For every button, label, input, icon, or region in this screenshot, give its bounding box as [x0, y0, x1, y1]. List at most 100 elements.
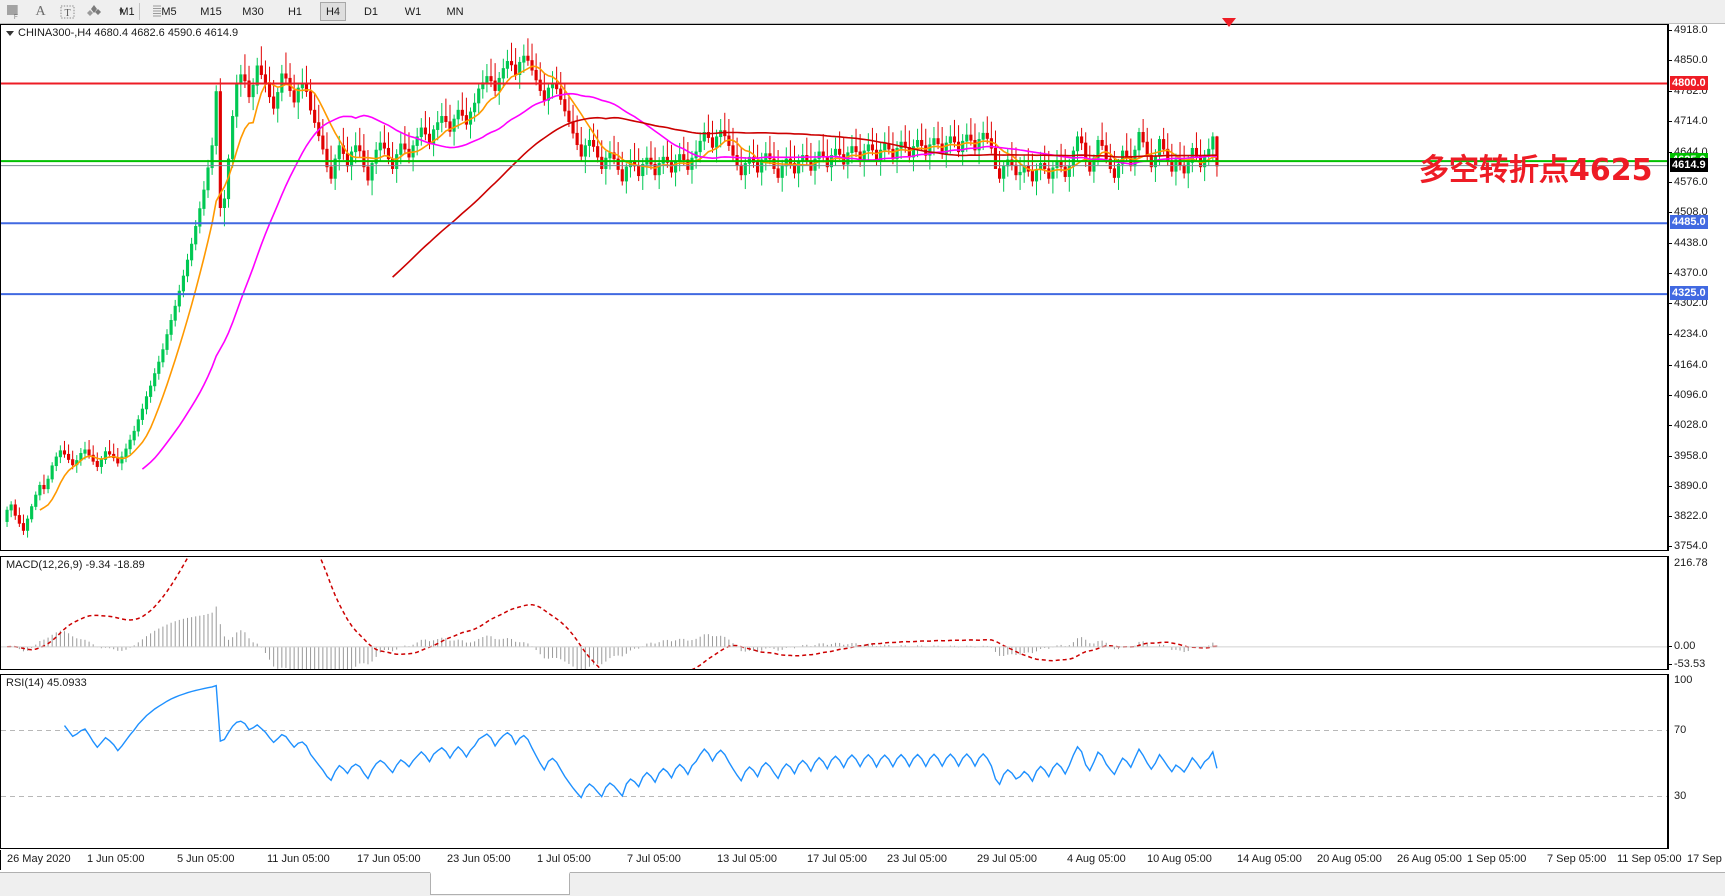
- price-tick-label: 4850.0: [1674, 54, 1708, 67]
- time-tick-label: 23 Jul 05:00: [887, 853, 947, 865]
- symbol-info-label: CHINA300-,H4 4680.4 4682.6 4590.6 4614.9: [6, 27, 238, 39]
- price-tick: [1668, 364, 1672, 366]
- timeframe-m1[interactable]: M1: [119, 5, 135, 18]
- main-chart-panel[interactable]: CHINA300-,H4 4680.4 4682.6 4590.6 4614.9…: [0, 24, 1668, 551]
- macd-tick: [1668, 645, 1672, 647]
- rsi-panel[interactable]: RSI(14) 45.0933: [0, 674, 1668, 849]
- time-tick-label: 1 Jul 05:00: [537, 853, 591, 865]
- macd-tick-label: 0.00: [1674, 639, 1696, 652]
- rsi-line: [63, 684, 1218, 799]
- macd-signal-line: [7, 557, 1217, 669]
- support-tag-4485[interactable]: 4485.0: [1670, 215, 1708, 230]
- price-axis[interactable]: 4918.0 4850.0 4782.0 4714.0 4644.0 4576.0 4508…: [1668, 24, 1725, 553]
- price-tick: [1668, 243, 1672, 245]
- price-tick-label: 4370.0: [1674, 267, 1708, 280]
- svg-text:F: F: [14, 15, 18, 19]
- support-tag-4325[interactable]: 4325.0: [1670, 286, 1708, 301]
- price-tick-label: 4714.0: [1674, 114, 1708, 127]
- price-tick-label: 4028.0: [1674, 418, 1708, 431]
- ma-mid-line: [141, 92, 1218, 470]
- objects-dropdown-icon[interactable]: ▼: [108, 1, 135, 22]
- macd-axis: 216.78 0.00 -53.53: [1668, 556, 1725, 670]
- macd-panel[interactable]: MACD(12,26,9) -9.34 -18.89: [0, 556, 1668, 670]
- time-axis[interactable]: 26 May 2020 1 Jun 05:00 5 Jun 05:00 11 Jun …: [0, 850, 1725, 870]
- chart-top-marker: [1222, 18, 1236, 27]
- price-tick: [1668, 486, 1672, 488]
- timeframe-group-icon: [144, 1, 171, 22]
- price-tick: [1668, 394, 1672, 396]
- toolbar: F A T ▼: [0, 0, 1725, 24]
- price-tick-label: 3958.0: [1674, 449, 1708, 462]
- price-tick: [1668, 333, 1672, 335]
- time-tick-label: 5 Jun 05:00: [177, 853, 235, 865]
- chevron-down-icon: ▼: [117, 7, 126, 16]
- price-tick: [1668, 424, 1672, 426]
- time-tick-label: 1 Sep 05:00: [1467, 853, 1527, 865]
- time-tick-label: 26 Aug 05:00: [1397, 853, 1462, 865]
- macd-histogram: [10, 606, 1218, 669]
- rsi-tick-label: 100: [1674, 674, 1693, 686]
- time-tick-label: 17 Sep 05:00: [1687, 853, 1725, 865]
- resistance-tag-4800[interactable]: 4800.0: [1670, 75, 1708, 90]
- macd-axis-line: [1668, 556, 1669, 670]
- price-tick: [1668, 273, 1672, 275]
- last-price-tag[interactable]: 4614.9: [1670, 157, 1708, 172]
- rsi-axis-line: [1668, 674, 1669, 849]
- price-tick-label: 4302.0: [1674, 297, 1708, 310]
- rsi-canvas: [1, 684, 1667, 799]
- time-tick-label: 17 Jul 05:00: [807, 853, 867, 865]
- rsi-tick-label: 30: [1674, 789, 1687, 802]
- time-tick-label: 11 Jun 05:00: [267, 853, 330, 865]
- ma-slow-line: [392, 116, 1217, 278]
- rsi-label: RSI(14) 45.0933: [6, 677, 87, 689]
- timeframe-d1[interactable]: D1: [363, 5, 379, 18]
- time-tick-label: 7 Jul 05:00: [627, 853, 681, 865]
- price-tick-label: 4438.0: [1674, 237, 1708, 250]
- timeframe-w1[interactable]: W1: [404, 5, 422, 18]
- label-tool-icon[interactable]: T: [54, 1, 81, 22]
- price-chart-canvas[interactable]: 多空转折点4625: [1, 25, 1667, 550]
- candles-group: [5, 38, 1219, 538]
- timeframe-m5[interactable]: M5: [161, 5, 177, 18]
- price-tick: [1668, 120, 1672, 122]
- timeframe-m15[interactable]: M15: [200, 5, 222, 18]
- price-tick: [1668, 303, 1672, 305]
- price-axis-line: [1668, 24, 1669, 551]
- price-tick: [1668, 212, 1672, 213]
- rsi-axis: 100 70 30: [1668, 674, 1725, 849]
- timeframe-bar: M1 M5 M15 M30 H1 H4 D1 W1 MN: [110, 0, 480, 23]
- crosshair-icon[interactable]: F: [0, 1, 27, 22]
- price-tick-label: 4508.0: [1674, 206, 1708, 218]
- price-tick: [1668, 516, 1672, 518]
- price-tick: [1668, 181, 1672, 183]
- timeframe-h1[interactable]: H1: [287, 5, 303, 18]
- collapse-arrow-icon[interactable]: [6, 30, 14, 36]
- time-tick-label: 7 Sep 05:00: [1547, 853, 1607, 865]
- price-tick: [1668, 455, 1672, 457]
- time-tick-label: 29 Jul 05:00: [977, 853, 1037, 865]
- macd-label: MACD(12,26,9) -9.34 -18.89: [6, 559, 145, 571]
- timeframe-mn[interactable]: MN: [446, 5, 464, 18]
- time-tick-label: 26 May 2020: [7, 853, 71, 865]
- timeframe-h4[interactable]: H4: [320, 2, 346, 21]
- price-tick-label: 4918.0: [1674, 24, 1708, 37]
- time-tick-label: 1 Jun 05:00: [87, 853, 145, 865]
- symbol-info-text: CHINA300-,H4 4680.4 4682.6 4590.6 4614.9: [18, 27, 239, 39]
- bottom-status-bar: [0, 872, 1725, 896]
- svg-text:T: T: [64, 8, 70, 19]
- price-tick-label: 4576.0: [1674, 175, 1708, 188]
- time-tick-label: 23 Jun 05:00: [447, 853, 511, 865]
- price-tick-label: 3754.0: [1674, 540, 1708, 553]
- text-tool-icon[interactable]: A: [35, 3, 46, 19]
- objects-icon[interactable]: [81, 1, 108, 22]
- price-tick-label: 4164.0: [1674, 358, 1708, 371]
- price-tick-label: 4234.0: [1674, 327, 1708, 340]
- macd-canvas: [1, 557, 1667, 669]
- toolbar-divider: [139, 3, 140, 20]
- timeframe-m30[interactable]: M30: [242, 5, 264, 18]
- rsi-tick-label: 70: [1674, 723, 1687, 736]
- time-tick-label: 4 Aug 05:00: [1067, 853, 1126, 865]
- bottom-tab[interactable]: [430, 872, 570, 895]
- price-tick-label: 3822.0: [1674, 510, 1708, 523]
